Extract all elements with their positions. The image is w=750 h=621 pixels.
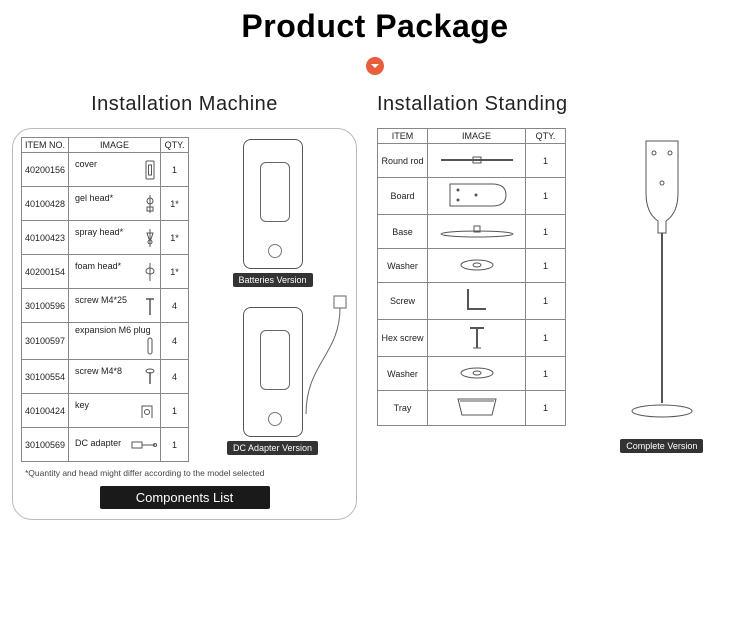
table-row: 40200154 foam head* 1* [22, 255, 189, 289]
dc-device-icon [243, 307, 303, 437]
components-list-label: Components List [100, 486, 270, 509]
device-diagrams: Batteries Version DC Adapter Version [197, 137, 348, 462]
table-row: 30100554 screw M4*8 4 [22, 360, 189, 394]
page-title: Product Package [0, 8, 750, 45]
left-card: ITEM NO. IMAGE QTY. 40200156 cover 1 [12, 128, 357, 520]
left-subtitle: Installation Machine [12, 93, 357, 116]
table-row: Base 1 [378, 215, 566, 249]
col-image-r: IMAGE [428, 129, 526, 144]
adapter-wire-icon [298, 294, 350, 444]
table-row: Round rod 1 [378, 144, 566, 178]
right-parts-table: ITEM IMAGE QTY. Round rod 1 Board 1 Base… [377, 128, 566, 426]
batteries-caption: Batteries Version [233, 273, 313, 287]
table-row: 30100569 DC adapter 1 [22, 428, 189, 462]
col-image: IMAGE [69, 138, 161, 153]
table-row: 40100424 key 1 [22, 394, 189, 428]
table-row: Hex screw 1 [378, 320, 566, 357]
table-row: Washer 1 [378, 249, 566, 283]
col-item-no: ITEM NO. [22, 138, 69, 153]
batteries-device-icon [243, 139, 303, 269]
footnote: *Quantity and head might differ accordin… [21, 468, 348, 478]
table-row: 40100423 spray head* 1* [22, 221, 189, 255]
complete-version-caption: Complete Version [620, 439, 703, 453]
chevron-down-icon [366, 57, 384, 75]
table-row: 30100597 expansion M6 plug 4 [22, 323, 189, 360]
table-row: Tray 1 [378, 391, 566, 426]
col-qty-r: QTY. [526, 129, 566, 144]
left-parts-table: ITEM NO. IMAGE QTY. 40200156 cover 1 [21, 137, 189, 462]
table-row: 30100596 screw M4*25 4 [22, 289, 189, 323]
complete-stand-icon [622, 133, 702, 433]
table-row: Board 1 [378, 178, 566, 215]
table-row: Washer 1 [378, 357, 566, 391]
col-item: ITEM [378, 129, 428, 144]
right-subtitle: Installation Standing [377, 93, 568, 116]
table-row: Screw 1 [378, 283, 566, 320]
col-qty: QTY. [161, 138, 189, 153]
table-row: 40100428 gel head* 1* [22, 187, 189, 221]
table-row: 40200156 cover 1 [22, 153, 189, 187]
